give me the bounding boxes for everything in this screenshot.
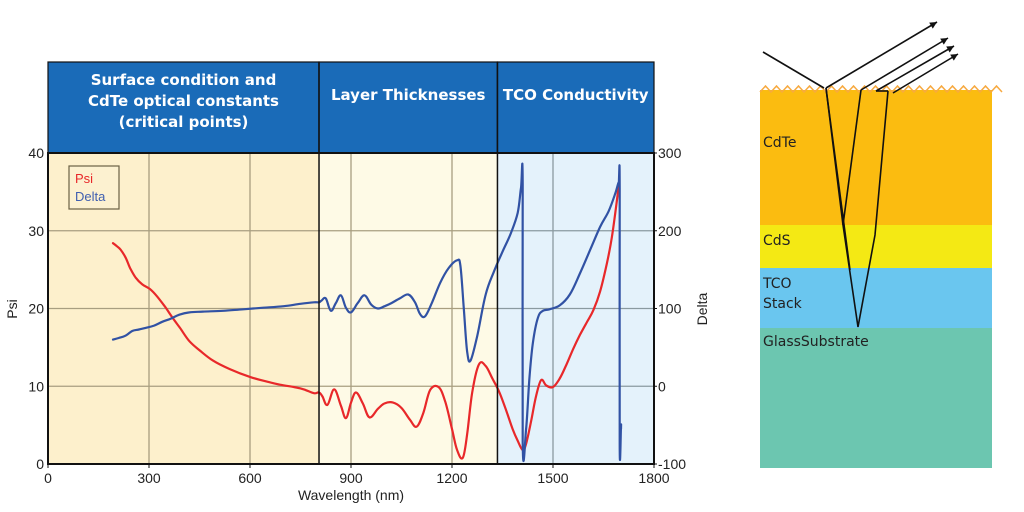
y-axis-label: Psi bbox=[4, 299, 20, 318]
layer-tco-stack bbox=[760, 268, 992, 328]
arrowhead-icon bbox=[946, 46, 954, 53]
region-headers: Surface condition and CdTe optical consta… bbox=[47, 61, 655, 154]
region-header-2 bbox=[496, 61, 655, 154]
region-header-0 bbox=[47, 61, 320, 154]
x-tick-label: 1200 bbox=[436, 470, 467, 486]
series-delta-line bbox=[111, 162, 623, 462]
region-header-1 bbox=[318, 61, 499, 154]
x-tick-label: 0 bbox=[44, 470, 52, 486]
region-header-label: TCO Conductivity bbox=[503, 86, 649, 104]
legend-box bbox=[68, 165, 120, 210]
arrowhead-icon bbox=[950, 54, 958, 61]
series-lines bbox=[111, 162, 623, 462]
layer-stack-diagram: CdTe CdS TCO Stack GlassSubstrate bbox=[759, 21, 1003, 468]
y2-tick-label: 100 bbox=[658, 301, 682, 317]
region-header-label: (critical points) bbox=[119, 113, 249, 131]
layer-glass-substrate bbox=[760, 328, 992, 468]
reflected-ray-0 bbox=[825, 21, 938, 89]
y-tick-label: 0 bbox=[36, 456, 44, 472]
layer-label: TCO bbox=[762, 276, 792, 292]
y2-axis-label: Delta bbox=[694, 292, 710, 325]
layer-label: CdTe bbox=[763, 135, 796, 151]
rough-surface-line bbox=[759, 84, 1003, 94]
layer-label: CdS bbox=[763, 233, 791, 249]
layer-label: Stack bbox=[763, 296, 803, 312]
reflected-ray-2 bbox=[875, 45, 955, 92]
x-axis-label: Wavelength (nm) bbox=[298, 487, 404, 503]
x-tick-label: 900 bbox=[339, 470, 363, 486]
reflected-ray-1 bbox=[860, 37, 949, 91]
ray-path-cdte bbox=[842, 89, 862, 226]
y2-tick-label: 200 bbox=[658, 223, 682, 239]
legend-delta: Delta bbox=[75, 189, 106, 204]
y-tick-label: 10 bbox=[28, 378, 44, 394]
ray-path-cds bbox=[825, 87, 851, 271]
layer-cdte bbox=[760, 90, 992, 225]
y2-tick-label: 0 bbox=[658, 378, 666, 394]
incident-ray bbox=[762, 51, 825, 89]
tick-labels: 0 300 600 900 1200 1500 1800 0 10 20 30 40 -100 0 100 2… bbox=[28, 145, 686, 486]
y-tick-label: 40 bbox=[28, 145, 44, 161]
region-header-label: CdTe optical constants bbox=[88, 92, 279, 110]
legend-psi: Psi bbox=[75, 171, 93, 186]
y-tick-label: 20 bbox=[28, 301, 44, 317]
layer-label: GlassSubstrate bbox=[763, 334, 869, 350]
region-header-label: Surface condition and bbox=[91, 71, 277, 89]
series-psi-line bbox=[111, 184, 620, 460]
x-tick-label: 600 bbox=[238, 470, 262, 486]
legend: Psi Delta bbox=[68, 165, 120, 210]
y-tick-label: 30 bbox=[28, 223, 44, 239]
region-header-label: Layer Thicknesses bbox=[331, 86, 486, 104]
y2-tick-label: -100 bbox=[658, 456, 686, 472]
x-tick-label: 300 bbox=[137, 470, 161, 486]
x-tick-label: 1800 bbox=[638, 470, 669, 486]
y2-tick-label: 300 bbox=[658, 145, 682, 161]
arrowhead-icon bbox=[929, 22, 937, 29]
reflected-ray-3 bbox=[892, 53, 959, 94]
x-tick-label: 1500 bbox=[537, 470, 568, 486]
arrowhead-icon bbox=[940, 38, 948, 45]
